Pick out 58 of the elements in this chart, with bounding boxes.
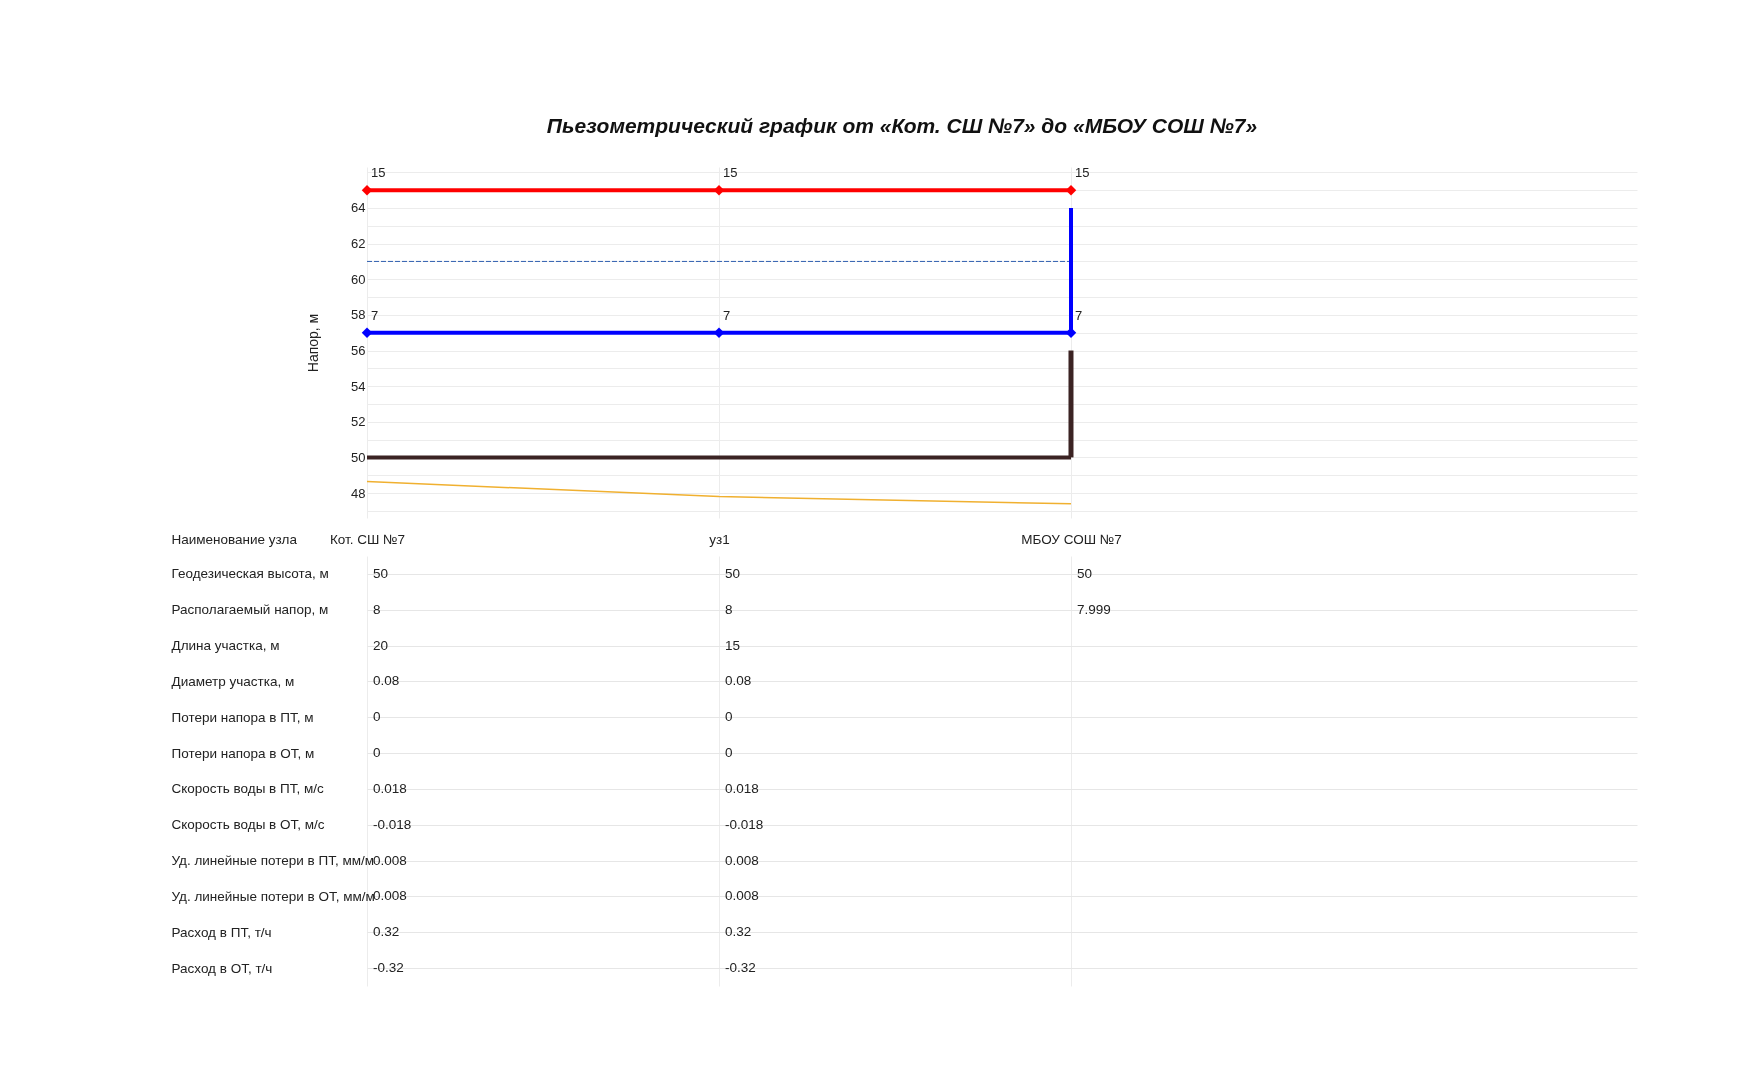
annotation: 7 [723,307,731,323]
annotation: 15 [1074,165,1090,181]
x-tick-label: уз1 [709,531,730,547]
x-axis-title: Наименование узла [171,531,298,547]
y-tick-label: 64 [351,200,366,216]
annotation: 7 [1074,307,1083,323]
y-tick-label: 48 [351,485,366,501]
chart-title: Пьезометрический график от «Кот. СШ №7» до «МБОУ СОШ №7» [546,114,1258,137]
text: 50 [373,565,389,581]
text: 20 [373,637,389,653]
category-label: Расход в ПТ, т/ч [171,924,272,940]
text: 0.32 [373,924,400,940]
text: 15 [725,637,741,653]
category-label: Потери напора в ОТ, м [171,745,315,761]
text: 0 [373,709,381,725]
text: 50 [1076,565,1093,581]
text: 0.008 [373,852,407,868]
text: -0.018 [725,816,764,832]
y-tick-label: 60 [351,271,366,287]
category-label: Геодезическая высота, м [171,566,329,582]
category-label: Диаметр участка, м [171,673,295,689]
text: 0 [725,709,733,725]
category-label: Потери напора в ПТ, м [171,709,314,725]
text: 0.08 [373,673,400,689]
y-tick-label: 58 [351,307,366,323]
text: -0.32 [373,960,404,976]
text: 0.008 [725,852,759,868]
text: 0.08 [725,673,752,689]
text: 0.018 [373,780,407,796]
x-tick-label: Кот. СШ №7 [329,531,406,547]
text: -0.32 [725,960,756,976]
text: 0.018 [725,780,759,796]
y-tick-label: 50 [351,449,366,465]
text: 0 [373,745,381,761]
y-tick-label: 62 [351,236,366,252]
category-label: Расход в ОТ, т/ч [171,960,273,976]
annotation: 7 [371,307,379,323]
text: 0.008 [725,888,759,904]
y-axis-title: Напор, м [305,313,322,373]
text: 7.999 [1076,601,1111,617]
category-label: Располагаемый напор, м [171,602,329,618]
text: 8 [725,601,733,617]
text: 0 [725,745,733,761]
text: 50 [725,565,741,581]
y-tick-label: 54 [351,378,366,394]
category-label: Длина участка, м [171,638,280,654]
text: 0.008 [373,888,407,904]
text: 0.32 [725,924,752,940]
category-label: Уд. линейные потери в ОТ, мм/м [171,888,375,904]
y-tick-label: 56 [351,343,366,359]
x-tick-label: МБОУ СОШ №7 [1021,531,1122,547]
y-tick-label: 52 [351,414,366,430]
category-label: Скорость воды в ПТ, м/с [171,781,324,797]
category-label: Скорость воды в ОТ, м/с [171,817,325,833]
annotation: 15 [723,165,738,181]
annotation: 15 [371,165,386,181]
text: -0.018 [373,816,412,832]
text: 8 [373,601,381,617]
